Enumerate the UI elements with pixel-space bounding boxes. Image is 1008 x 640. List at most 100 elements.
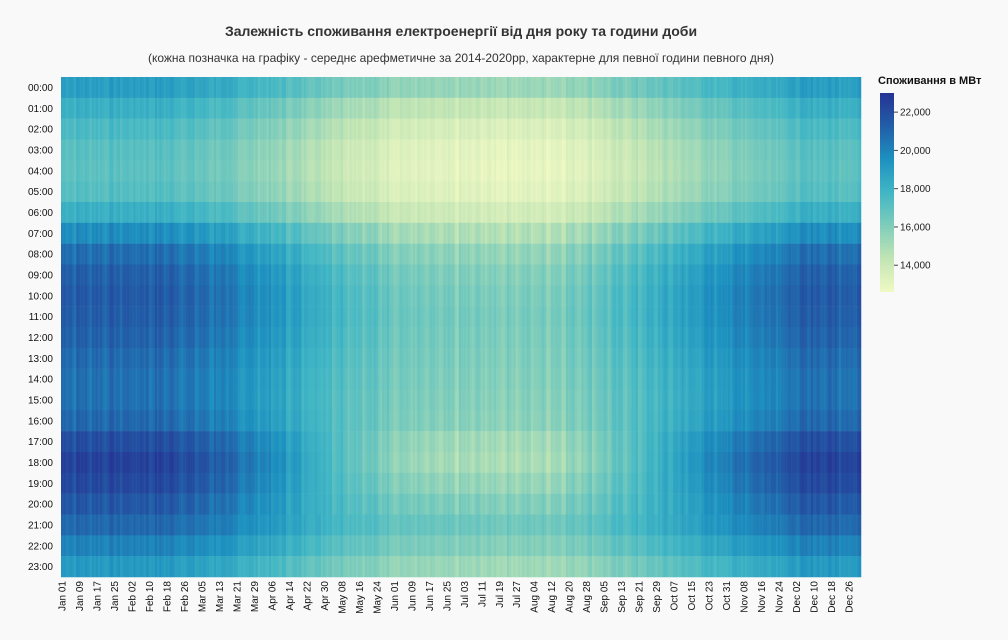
heatmap-cell bbox=[183, 410, 186, 432]
heatmap-cell bbox=[401, 77, 405, 99]
heatmap-cell bbox=[391, 139, 394, 161]
heatmap-cell bbox=[423, 264, 427, 286]
heatmap-cell bbox=[303, 118, 307, 140]
heatmap-cell bbox=[347, 306, 350, 328]
heatmap-cell bbox=[404, 264, 407, 286]
heatmap-cell bbox=[98, 139, 101, 161]
heatmap-cell bbox=[172, 368, 175, 390]
heatmap-cell bbox=[377, 160, 381, 182]
heatmap-cell bbox=[205, 97, 208, 119]
heatmap-cell bbox=[452, 77, 455, 99]
heatmap-cell bbox=[386, 556, 390, 578]
heatmap-cell bbox=[288, 452, 291, 474]
heatmap-cell bbox=[154, 97, 158, 119]
heatmap-cell bbox=[279, 264, 283, 286]
heatmap-cell bbox=[214, 389, 217, 411]
heatmap-cell bbox=[369, 410, 372, 432]
heatmap-cell bbox=[126, 97, 130, 119]
heatmap-cell bbox=[283, 264, 287, 286]
heatmap-cell bbox=[476, 327, 479, 349]
heatmap-cell bbox=[478, 368, 481, 390]
heatmap-cell bbox=[286, 514, 289, 536]
heatmap-cell bbox=[465, 368, 468, 390]
heatmap-cell bbox=[146, 514, 149, 536]
heatmap-cell bbox=[275, 222, 278, 244]
heatmap-cell bbox=[478, 285, 481, 307]
heatmap-cell bbox=[61, 514, 64, 536]
heatmap-cell bbox=[161, 472, 164, 494]
heatmap-cell bbox=[325, 431, 328, 453]
heatmap-cell bbox=[238, 222, 241, 244]
heatmap-cell bbox=[65, 347, 68, 369]
heatmap-cell bbox=[111, 285, 114, 307]
heatmap-cell bbox=[137, 306, 140, 328]
heatmap-cell bbox=[152, 431, 156, 453]
heatmap-cell bbox=[257, 97, 261, 119]
heatmap-cell bbox=[434, 410, 438, 432]
heatmap-cell bbox=[196, 368, 199, 390]
heatmap-cell bbox=[78, 472, 81, 494]
heatmap-cell bbox=[170, 347, 173, 369]
heatmap-cell bbox=[471, 222, 475, 244]
heatmap-cell bbox=[128, 389, 132, 411]
heatmap-cell bbox=[266, 118, 269, 140]
heatmap-cell bbox=[93, 368, 97, 390]
heatmap-cell bbox=[364, 556, 368, 578]
heatmap-cell bbox=[467, 97, 470, 119]
heatmap-cell bbox=[95, 243, 99, 265]
heatmap-cell bbox=[441, 452, 444, 474]
heatmap-cell bbox=[340, 285, 344, 307]
heatmap-cell bbox=[262, 77, 265, 99]
heatmap-cell bbox=[290, 202, 293, 224]
heatmap-cell bbox=[347, 97, 350, 119]
heatmap-cell bbox=[288, 493, 291, 515]
heatmap-cell bbox=[214, 118, 217, 140]
heatmap-cell bbox=[432, 514, 436, 536]
heatmap-cell bbox=[113, 243, 116, 265]
heatmap-cell bbox=[179, 347, 182, 369]
heatmap-cell bbox=[74, 160, 77, 182]
heatmap-cell bbox=[316, 368, 320, 390]
heatmap-cell bbox=[262, 410, 265, 432]
heatmap-cell bbox=[436, 452, 440, 474]
heatmap-cell bbox=[467, 368, 470, 390]
heatmap-cell bbox=[137, 389, 140, 411]
heatmap-cell bbox=[187, 285, 191, 307]
heatmap-cell bbox=[244, 431, 248, 453]
heatmap-cell bbox=[428, 368, 431, 390]
heatmap-cell bbox=[506, 97, 510, 119]
heatmap-cell bbox=[283, 77, 287, 99]
heatmap-cell bbox=[314, 139, 317, 161]
heatmap-cell bbox=[196, 306, 199, 328]
heatmap-cell bbox=[251, 514, 254, 536]
heatmap-cell bbox=[93, 118, 97, 140]
heatmap-cell bbox=[61, 452, 64, 474]
heatmap-cell bbox=[281, 493, 285, 515]
heatmap-cell bbox=[246, 347, 250, 369]
heatmap-cell bbox=[349, 97, 352, 119]
heatmap-cell bbox=[109, 202, 112, 224]
heatmap-cell bbox=[356, 368, 359, 390]
heatmap-cell bbox=[351, 472, 355, 494]
heatmap-cell bbox=[382, 77, 385, 99]
heatmap-cell bbox=[165, 431, 169, 453]
heatmap-cell bbox=[325, 452, 328, 474]
heatmap-cell bbox=[489, 556, 492, 578]
heatmap-cell bbox=[120, 535, 123, 557]
heatmap-cell bbox=[303, 77, 307, 99]
heatmap-cell bbox=[491, 368, 495, 390]
heatmap-cell bbox=[163, 139, 167, 161]
heatmap-cell bbox=[445, 264, 449, 286]
heatmap-cell bbox=[353, 535, 357, 557]
heatmap-cell bbox=[137, 410, 140, 432]
heatmap-cell bbox=[391, 222, 394, 244]
heatmap-cell bbox=[78, 431, 81, 453]
heatmap-cell bbox=[428, 556, 431, 578]
heatmap-cell bbox=[498, 327, 501, 349]
heatmap-cell bbox=[95, 202, 99, 224]
heatmap-cell bbox=[227, 97, 230, 119]
heatmap-cell bbox=[316, 285, 320, 307]
heatmap-cell bbox=[408, 327, 411, 349]
heatmap-cell bbox=[456, 181, 460, 203]
heatmap-cell bbox=[207, 410, 210, 432]
